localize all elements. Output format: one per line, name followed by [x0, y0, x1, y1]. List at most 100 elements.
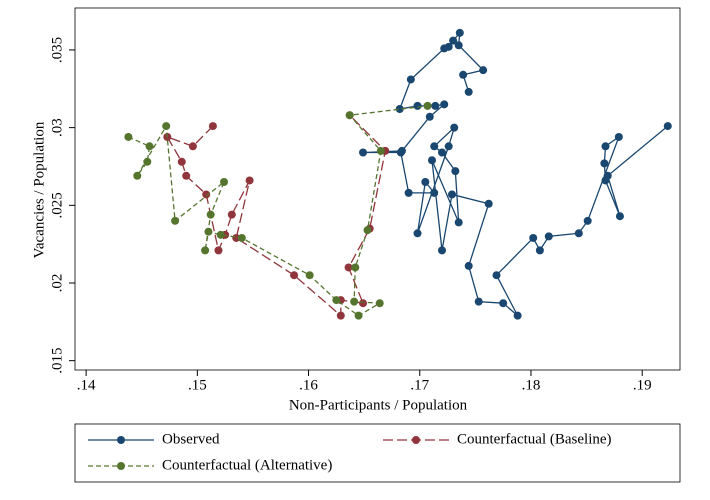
- marker: [423, 101, 432, 110]
- marker: [413, 101, 422, 110]
- marker: [583, 216, 592, 225]
- marker: [544, 232, 553, 241]
- marker: [448, 190, 457, 199]
- marker: [336, 311, 345, 320]
- marker: [376, 146, 385, 155]
- marker: [397, 146, 406, 155]
- marker: [202, 190, 211, 199]
- x-tick-label: .19: [633, 377, 652, 393]
- marker: [220, 178, 229, 187]
- legend-marker: [117, 436, 125, 444]
- marker: [227, 210, 236, 219]
- marker: [614, 132, 623, 141]
- marker: [513, 311, 522, 320]
- marker: [332, 296, 341, 305]
- marker: [430, 188, 439, 197]
- marker: [204, 227, 213, 236]
- marker: [535, 246, 544, 255]
- marker: [363, 226, 372, 235]
- legend-label: Observed: [162, 431, 220, 447]
- x-tick-label: .17: [410, 377, 429, 393]
- marker: [455, 28, 464, 37]
- marker: [431, 101, 440, 110]
- marker: [444, 142, 453, 151]
- x-tick-label: .16: [299, 377, 318, 393]
- marker: [375, 299, 384, 308]
- marker: [145, 142, 154, 151]
- marker: [245, 176, 254, 185]
- marker: [601, 176, 610, 185]
- marker: [474, 297, 483, 306]
- marker: [499, 299, 508, 308]
- marker: [201, 246, 210, 255]
- marker: [345, 111, 354, 120]
- y-tick-label: .015: [49, 348, 65, 374]
- x-tick-label: .14: [77, 377, 96, 393]
- y-axis-title: Vacancies / Population: [31, 121, 47, 258]
- marker: [601, 142, 610, 151]
- marker: [615, 212, 624, 221]
- marker: [350, 297, 359, 306]
- legend-label: Counterfactual (Alternative): [162, 457, 332, 473]
- series-line: [128, 105, 428, 317]
- y-tick-label: .02: [49, 274, 65, 293]
- marker: [124, 132, 133, 141]
- marker: [529, 233, 538, 242]
- marker: [232, 233, 241, 242]
- marker: [425, 112, 434, 121]
- marker: [484, 199, 493, 208]
- marker: [438, 148, 447, 157]
- marker: [454, 218, 463, 227]
- marker: [427, 156, 436, 165]
- marker: [464, 261, 473, 270]
- marker: [305, 271, 314, 280]
- marker: [451, 167, 460, 176]
- marker: [492, 271, 501, 280]
- marker: [359, 148, 368, 157]
- marker: [438, 246, 447, 255]
- x-tick-label: .15: [188, 377, 207, 393]
- y-tick-label: .025: [49, 192, 65, 218]
- marker: [214, 246, 223, 255]
- marker: [421, 178, 430, 187]
- x-tick-label: .18: [522, 377, 541, 393]
- marker: [479, 66, 488, 75]
- marker: [450, 123, 459, 132]
- marker: [133, 171, 142, 180]
- marker: [351, 263, 360, 272]
- marker: [663, 122, 672, 131]
- marker: [449, 36, 458, 45]
- marker: [574, 229, 583, 238]
- marker: [143, 157, 152, 166]
- marker: [216, 230, 225, 239]
- marker: [395, 104, 404, 113]
- marker: [188, 142, 197, 151]
- legend-label: Counterfactual (Baseline): [457, 431, 612, 447]
- marker: [290, 271, 299, 280]
- marker: [464, 87, 473, 96]
- marker: [171, 216, 180, 225]
- marker: [404, 188, 413, 197]
- marker: [208, 122, 217, 131]
- marker: [237, 233, 246, 242]
- marker: [454, 41, 463, 50]
- marker: [430, 142, 439, 151]
- y-tick-label: .03: [49, 118, 65, 137]
- marker: [600, 159, 609, 168]
- marker: [354, 311, 363, 320]
- x-axis-title: Non-Participants / Population: [289, 397, 468, 413]
- marker: [459, 70, 468, 79]
- marker: [344, 263, 353, 272]
- marker: [177, 157, 186, 166]
- marker: [162, 122, 171, 131]
- y-tick-label: .035: [49, 37, 65, 63]
- legend-marker: [117, 462, 125, 470]
- marker: [406, 75, 415, 84]
- marker: [440, 100, 449, 109]
- marker: [359, 299, 368, 308]
- marker: [182, 171, 191, 180]
- legend-marker: [412, 436, 420, 444]
- legend-box: [74, 423, 681, 483]
- marker: [444, 42, 453, 51]
